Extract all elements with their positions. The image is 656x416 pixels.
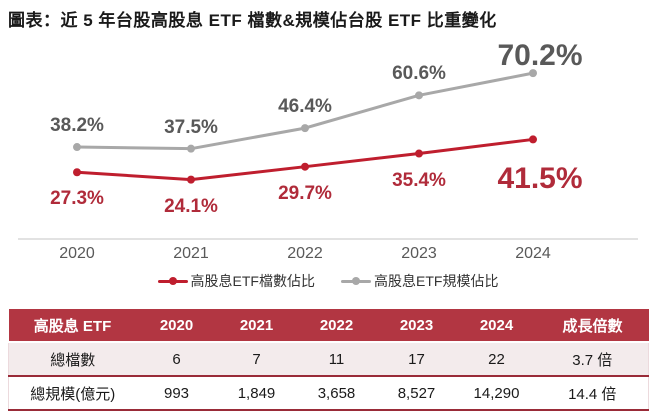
data-point [187,144,195,153]
table-header-cell: 2022 [296,309,377,342]
table-cell: 7 [216,341,297,377]
table-header-cell: 成長倍數 [536,309,649,342]
x-axis-label: 2024 [515,245,551,262]
etf-ratio-line-chart: 27.3% 24.1% 29.7% 35.4% 41.5% 38.2% 37.5% 46.4%… [18,39,638,262]
table-cell: 3,658 [296,376,377,411]
data-point [415,91,423,100]
table-cell: 8,527 [376,376,457,411]
data-point [73,168,81,177]
data-point [529,135,537,144]
data-point [73,143,81,152]
etf-summary-table: 高股息 ETF 2020 2021 2022 2023 2024 成長倍數 總檔數 6 7 11 1… [8,309,649,411]
value-label: 70.2% [497,39,583,73]
value-label: 35.4% [392,169,446,191]
legend-dot-icon [168,277,177,285]
value-label: 60.6% [392,63,446,85]
x-axis-label: 2022 [287,245,323,262]
table-cell: 14,290 [456,376,537,411]
data-point [301,124,309,133]
table-cell: 總檔數 [8,341,137,377]
value-label: 37.5% [164,116,218,138]
table-cell: 1,849 [216,376,297,411]
data-point [415,149,423,158]
data-point [529,69,537,78]
chart-legend: 高股息ETF檔數佔比 高股息ETF規模佔比 [0,271,656,291]
legend-line-marker-icon [157,277,188,285]
table-cell: 6 [136,341,217,377]
table-header-cell: 2024 [456,309,537,342]
x-axis-label: 2023 [401,245,437,262]
value-label: 24.1% [164,195,218,217]
table-header-cell: 2021 [216,309,297,342]
table-header-cell: 高股息 ETF [8,309,137,342]
table-cell: 14.4 倍 [536,376,649,411]
table-cell: 993 [136,376,217,411]
table-cell: 總規模(億元) [8,376,137,411]
value-label: 46.4% [278,96,332,118]
value-label: 29.7% [278,182,332,204]
value-label: 41.5% [497,162,583,196]
table-header-cell: 2023 [376,309,457,342]
legend-item-1: 高股息ETF規模佔比 [341,271,498,291]
value-label: 38.2% [50,115,104,137]
chart-title: 圖表：近 5 年台股高股息 ETF 檔數&規模佔台股 ETF 比重變化 [8,11,497,30]
data-point [187,175,195,184]
table-row: 總規模(億元) 993 1,849 3,658 8,527 14,290 14.4 倍 [8,376,649,411]
value-label: 27.3% [50,188,104,210]
x-axis-label: 2020 [59,245,95,262]
data-point [301,162,309,171]
table-cell: 3.7 倍 [536,341,649,377]
legend-dot-icon [352,277,360,285]
x-axis-label: 2021 [173,245,209,262]
table-cell: 11 [296,341,377,377]
table-header-cell: 2020 [136,309,217,342]
legend-item-0: 高股息ETF檔數佔比 [157,271,315,291]
legend-label: 高股息ETF檔數佔比 [190,273,315,289]
legend-line-marker-icon [341,277,371,285]
table-cell: 22 [456,341,537,377]
table-cell: 17 [376,341,457,377]
legend-label: 高股息ETF規模佔比 [374,273,499,289]
table-header-row: 高股息 ETF 2020 2021 2022 2023 2024 成長倍數 [8,309,649,342]
chart-svg [18,69,638,240]
table-row: 總檔數 6 7 11 17 22 3.7 倍 [8,341,649,377]
